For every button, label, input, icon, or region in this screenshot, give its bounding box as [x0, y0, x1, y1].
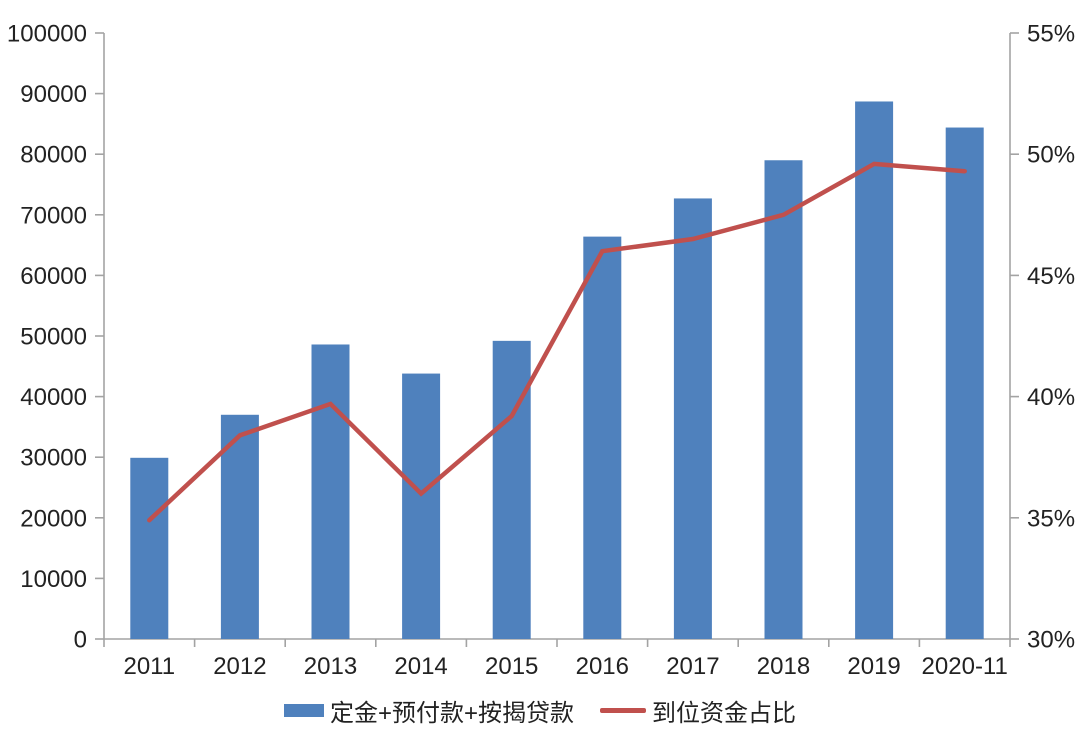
x-category-label: 2014 — [394, 653, 447, 680]
x-category-label: 2020-11 — [922, 653, 1008, 680]
x-category-label: 2012 — [213, 653, 266, 680]
bar-2018 — [764, 160, 803, 639]
line-series-legend-label: 到位资金占比 — [652, 699, 797, 727]
bar-2016 — [583, 236, 622, 639]
left-tick-label: 30000 — [20, 445, 87, 472]
left-tick-label: 70000 — [20, 202, 87, 229]
x-axis-ticks: 2011 2012 2013 2014 2015 2016 2017 2018 2019 2020… — [103, 639, 1011, 680]
left-tick-label: 20000 — [20, 505, 87, 532]
right-tick-label: 30% — [1027, 627, 1075, 654]
x-category-label: 2013 — [304, 653, 357, 680]
left-tick-label: 90000 — [20, 81, 87, 108]
left-tick-label: 50000 — [20, 324, 87, 351]
x-category-label: 2015 — [485, 653, 538, 680]
line-series-path — [147, 161, 967, 523]
right-tick-label: 40% — [1027, 384, 1075, 411]
bar-2012 — [220, 414, 259, 639]
x-category-label: 2019 — [847, 653, 900, 680]
right-tick-label: 55% — [1027, 21, 1075, 48]
bar-2019 — [855, 101, 894, 639]
bar-2014 — [402, 373, 441, 639]
x-category-label: 2018 — [757, 653, 810, 680]
right-tick-label: 45% — [1027, 263, 1075, 290]
left-tick-label: 100000 — [7, 21, 87, 48]
x-category-label: 2017 — [666, 653, 719, 680]
bar-2011 — [130, 457, 169, 639]
right-tick-label: 35% — [1027, 505, 1075, 532]
bar-2013 — [311, 344, 350, 639]
right-axis-ticks: 30% 35% 40% 45% 50% 55% — [1010, 21, 1075, 654]
left-tick-label: 40000 — [20, 384, 87, 411]
bar-2017 — [673, 198, 712, 640]
bar-series-swatch-icon — [283, 703, 324, 717]
legend-item-bar-series: 定金+预付款+按揭贷款 — [283, 693, 575, 728]
bar-series-legend-label: 定金+预付款+按揭贷款 — [329, 699, 575, 727]
x-category-label: 2016 — [576, 653, 629, 680]
bar-2015 — [492, 340, 531, 639]
bar-2020-11 — [945, 127, 984, 639]
left-tick-label: 10000 — [20, 566, 87, 593]
left-tick-label: 0 — [74, 627, 87, 654]
x-category-label: 2011 — [123, 653, 175, 680]
left-axis-ticks: 0 10000 20000 30000 40000 50000 60000 70000 8000… — [7, 21, 104, 654]
left-tick-label: 80000 — [20, 142, 87, 169]
legend: 定金+预付款+按揭贷款 到位资金占比 — [0, 692, 1080, 728]
legend-item-line-series: 到位资金占比 — [600, 693, 796, 728]
right-tick-label: 50% — [1027, 142, 1075, 169]
line-series-swatch-icon — [600, 707, 647, 713]
bar-series — [130, 101, 984, 640]
left-tick-label: 60000 — [20, 263, 87, 290]
